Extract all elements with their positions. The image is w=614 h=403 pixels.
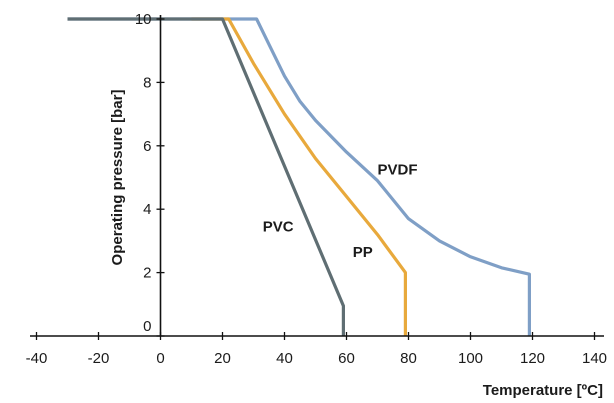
x-tick-label-140: 140: [582, 350, 607, 367]
x-tick-label-120: 120: [520, 350, 545, 367]
series-line-pvdf: [67, 17, 532, 336]
series-line-pp: [191, 17, 407, 336]
y-tick-label-2: 2: [143, 265, 151, 282]
x-tick-label--20: -20: [88, 350, 110, 367]
y-tick-label-6: 6: [143, 138, 151, 155]
y-tick-label-0: 0: [143, 318, 151, 335]
y-axis-title: Operating pressure [bar]: [109, 90, 126, 266]
x-tick-label--40: -40: [26, 350, 48, 367]
x-tick-label-80: 80: [400, 350, 417, 367]
labels-layer: -40 -20 0 20 40 60 80 100 120 140 0 2 4 6 8 10 Temperatu…: [26, 11, 607, 399]
y-tick-label-4: 4: [143, 201, 151, 218]
x-tick-label-100: 100: [458, 350, 483, 367]
series-label-pvc: PVC: [263, 218, 294, 235]
y-tick-label-8: 8: [143, 74, 151, 91]
x-axis-title: Temperature [ºC]: [483, 382, 603, 399]
x-tick-label-60: 60: [338, 350, 355, 367]
x-tick-label-0: 0: [156, 350, 164, 367]
x-tick-label-40: 40: [276, 350, 293, 367]
series-label-pvdf: PVDF: [378, 161, 418, 178]
axes-layer: [30, 15, 604, 340]
series-line-pvc: [67, 17, 345, 336]
x-tick-label-20: 20: [214, 350, 231, 367]
y-tick-label-10: 10: [135, 11, 152, 28]
series-layer: [67, 17, 532, 336]
series-label-pp: PP: [353, 244, 373, 261]
